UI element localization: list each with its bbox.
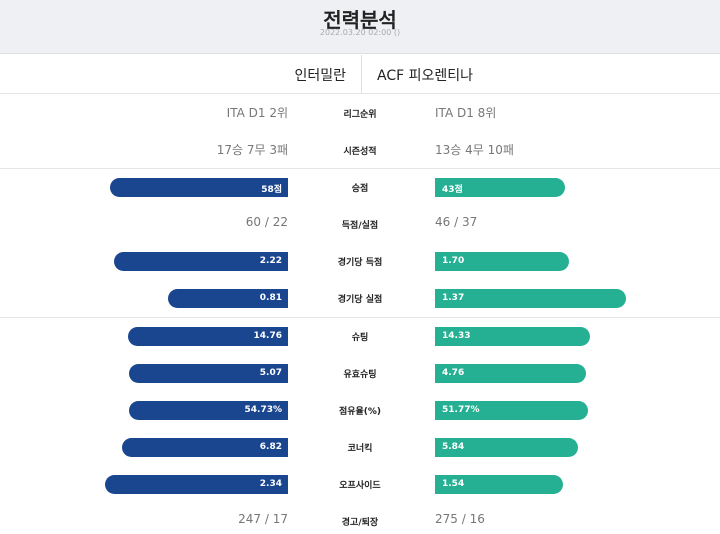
away-stat-bar: 1.37 (435, 289, 626, 308)
teams-bar: 인터밀란 ACF 피오렌티나 (0, 55, 720, 94)
page-title: 전력분석 (323, 8, 397, 32)
home-value: 17승 7무 3패 (216, 143, 288, 157)
home-team-name[interactable]: 인터밀란 (294, 68, 346, 84)
away-bar-value: 5.84 (442, 442, 465, 452)
home-bar-value: 2.34 (259, 479, 282, 489)
stat-label: 득점/실점 (341, 221, 379, 231)
home-stat-bar: 54.73% (129, 401, 288, 420)
stat-row-possession: 54.73% 점유율(%) 51.77% (0, 392, 720, 429)
stat-label: 시즌성적 (343, 147, 377, 157)
away-value: 46 / 37 (435, 215, 478, 229)
stat-label: 경기당 득점 (337, 258, 383, 268)
stat-label: 경고/퇴장 (341, 518, 379, 528)
stat-row-offsides: 2.34 오프사이드 1.54 (0, 466, 720, 503)
home-stat-bar: 14.76 (128, 327, 288, 346)
away-bar-value: 51.77% (442, 405, 480, 415)
away-bar-value: 43점 (442, 185, 463, 195)
away-bar-value: 14.33 (442, 331, 471, 341)
stat-row-goals: 60 / 22 득점/실점 46 / 37 (0, 206, 720, 243)
home-bar-value: 5.07 (259, 368, 282, 378)
stat-label: 승점 (351, 184, 369, 194)
home-stat-bar: 2.34 (105, 475, 288, 494)
stat-row-conceded-per-game: 0.81 경기당 실점 1.37 (0, 280, 720, 317)
away-stat-bar: 1.70 (435, 252, 569, 271)
home-bar-value: 2.22 (259, 256, 282, 266)
away-stat-bar: 1.54 (435, 475, 563, 494)
away-value: 275 / 16 (435, 512, 485, 526)
home-bar-value: 6.82 (259, 442, 282, 452)
stat-row-goals-per-game: 2.22 경기당 득점 1.70 (0, 243, 720, 280)
stat-row-shots: 14.76 슈팅 14.33 (0, 318, 720, 355)
home-stat-bar: 2.22 (114, 252, 288, 271)
away-bar-value: 1.70 (442, 256, 465, 266)
stat-row-cards: 247 / 17 경고/퇴장 275 / 16 (0, 503, 720, 534)
stat-row-league-rank: ITA D1 2위 리그순위 ITA D1 8위 (0, 95, 720, 132)
stat-label: 코너킥 (347, 444, 373, 454)
away-stat-bar: 51.77% (435, 401, 588, 420)
away-stat-bar: 14.33 (435, 327, 590, 346)
away-stat-bar: 43점 (435, 178, 565, 197)
away-stat-bar: 5.84 (435, 438, 578, 457)
stat-row-points: 58점 승점 43점 (0, 169, 720, 206)
away-bar-value: 1.54 (442, 479, 465, 489)
home-bar-value: 14.76 (253, 331, 282, 341)
home-value: 247 / 17 (238, 512, 288, 526)
stat-label: 유효슈팅 (343, 370, 377, 380)
home-value: 60 / 22 (245, 215, 288, 229)
home-bar-value: 54.73% (244, 405, 283, 415)
home-stat-bar: 6.82 (122, 438, 288, 457)
away-stat-bar: 4.76 (435, 364, 586, 383)
stat-label: 점유율(%) (338, 407, 382, 417)
stat-label: 오프사이드 (339, 481, 381, 491)
stat-label: 경기당 실점 (337, 295, 383, 305)
away-value: ITA D1 8위 (435, 106, 497, 120)
stat-label: 리그순위 (343, 110, 377, 120)
stat-row-shots-on-target: 5.07 유효슈팅 4.76 (0, 355, 720, 392)
away-value: 13승 4무 10패 (435, 143, 514, 157)
stat-row-corners: 6.82 코너킥 5.84 (0, 429, 720, 466)
section-divider (0, 168, 720, 169)
team-divider (361, 55, 362, 93)
home-stat-bar: 5.07 (129, 364, 288, 383)
away-bar-value: 1.37 (442, 293, 465, 303)
stat-label: 슈팅 (351, 333, 369, 343)
away-team-name[interactable]: ACF 피오렌티나 (377, 68, 474, 84)
section-divider (0, 317, 720, 318)
home-bar-value: 58점 (261, 185, 282, 195)
home-value: ITA D1 2위 (226, 106, 288, 120)
home-stat-bar: 58점 (110, 178, 288, 197)
match-datetime: 2022.03.20 02:00 () (319, 28, 401, 37)
away-bar-value: 4.76 (442, 368, 465, 378)
home-bar-value: 0.81 (259, 293, 282, 303)
page-header: 전력분석 2022.03.20 02:00 () (0, 0, 720, 54)
home-stat-bar: 0.81 (168, 289, 288, 308)
stat-row-season-record: 17승 7무 3패 시즌성적 13승 4무 10패 (0, 132, 720, 169)
